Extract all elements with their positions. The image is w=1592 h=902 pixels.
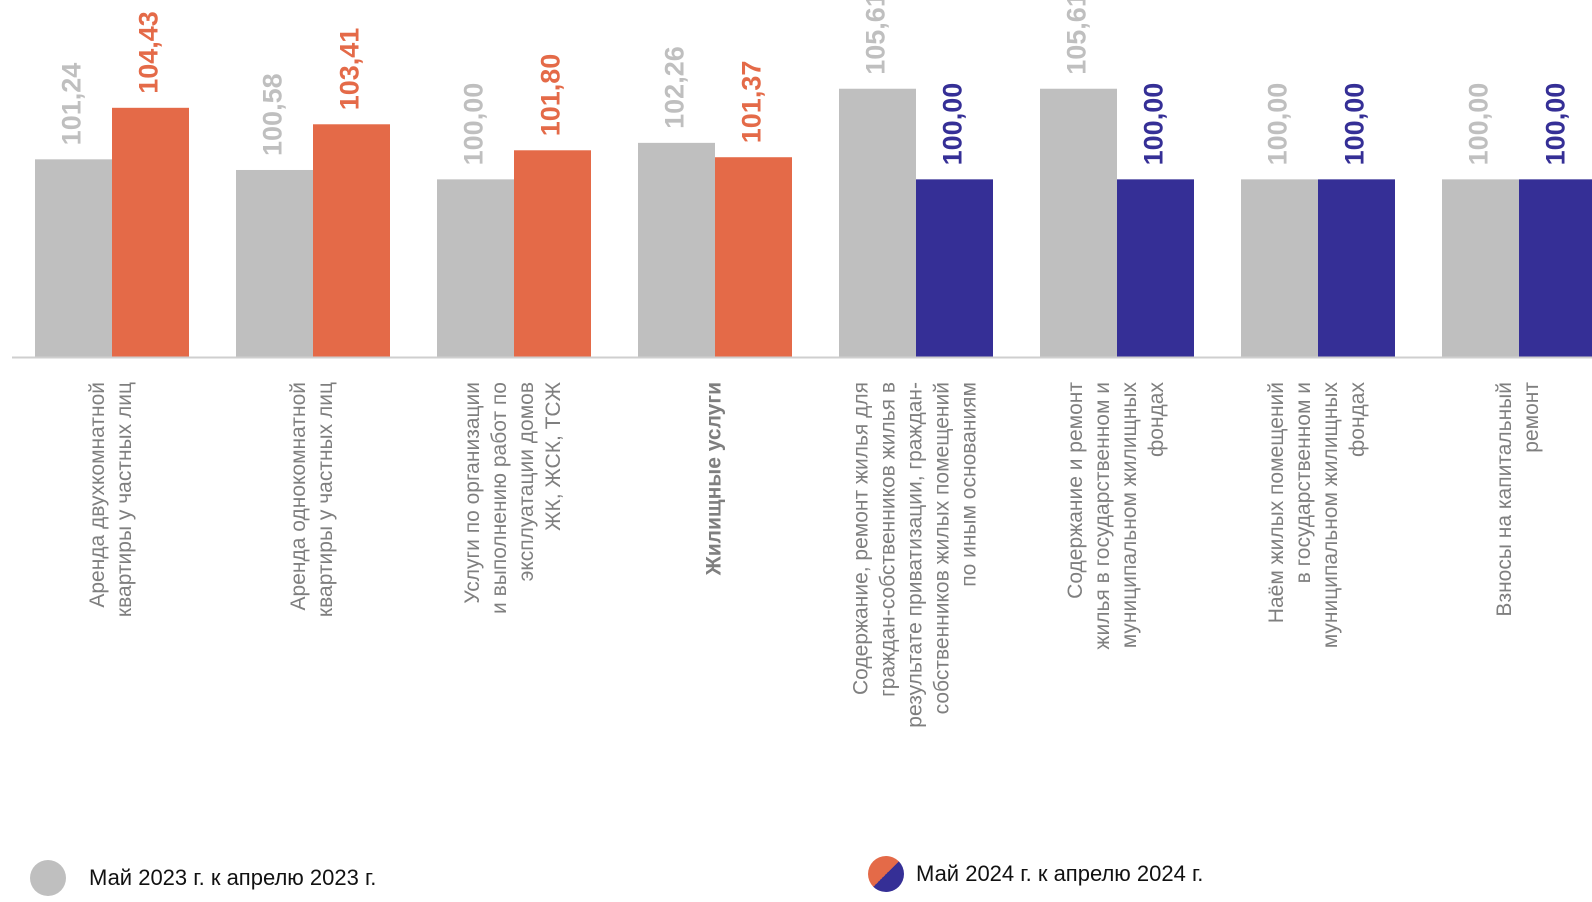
bar-may-2024 xyxy=(514,150,591,357)
category-group: 102,26 101,37 Жилищные услуги xyxy=(638,46,792,576)
data-label-may-2024: 100,00 xyxy=(1340,83,1370,166)
category-label: собственников жилых помещений xyxy=(931,382,954,714)
data-label-may-2023: 101,24 xyxy=(57,63,87,146)
bar-may-2023 xyxy=(839,88,916,357)
category-label: эксплуатации домов xyxy=(515,382,538,581)
data-label-may-2023: 105,61 xyxy=(1062,0,1092,75)
category-group: 100,58 103,41 Аренда однокомнатной квартиры… xyxy=(236,28,390,617)
category-label: Жилищные услуги xyxy=(703,382,726,576)
legend-label-2024: Май 2024 г. к апрелю 2024 г. xyxy=(916,861,1204,886)
bar-may-2023 xyxy=(35,159,112,357)
category-group: 101,24 104,43 Аренда двухкомнатной квартиры… xyxy=(35,11,189,617)
category-label: и выполнению работ по xyxy=(488,382,511,614)
bar-may-2024 xyxy=(916,179,993,357)
bar-may-2023 xyxy=(1241,179,1318,357)
data-label-may-2023: 100,00 xyxy=(459,83,489,166)
category-label: по иным основаниям xyxy=(958,382,981,587)
legend-label-2023: Май 2023 г. к апрелю 2023 г. xyxy=(89,865,377,890)
legend-swatch-orange-navy xyxy=(868,856,904,892)
data-label-may-2023: 100,00 xyxy=(1464,83,1494,166)
category-group: 100,00 101,80 Услуги по организации и выпол… xyxy=(437,54,591,614)
bar-may-2024 xyxy=(313,124,390,357)
data-label-may-2024: 101,37 xyxy=(737,61,767,144)
category-label: квартиры у частных лиц xyxy=(113,382,136,617)
category-label: муниципальном жилищных xyxy=(1319,382,1342,649)
category-group: 105,61 100,00 Содержание, ремонт жилья для… xyxy=(839,0,993,728)
category-label: Аренда двухкомнатной xyxy=(86,382,109,608)
data-label-may-2023: 100,00 xyxy=(1263,83,1293,166)
data-label-may-2024: 103,41 xyxy=(335,28,365,111)
bar-may-2024 xyxy=(1318,179,1395,357)
category-label: Аренда однокомнатной xyxy=(287,382,310,610)
legend-item-2023: Май 2023 г. к апрелю 2023 г. xyxy=(30,860,376,896)
category-group: 105,61 100,00 Содержание и ремонт жилья в г… xyxy=(1040,0,1194,650)
category-label: Наём жилых помещений xyxy=(1265,382,1288,623)
category-label: фондах xyxy=(1145,382,1168,457)
category-label: фондах xyxy=(1346,382,1369,457)
category-label: Услуги по организации xyxy=(461,382,484,604)
bar-may-2023 xyxy=(1040,88,1117,357)
data-label-may-2023: 102,26 xyxy=(660,46,690,129)
bar-may-2024 xyxy=(112,107,189,357)
data-label-may-2024: 100,00 xyxy=(1541,83,1571,166)
category-group: 100,00 100,00 Взносы на капитальный ремонт xyxy=(1442,83,1592,617)
data-label-may-2024: 100,00 xyxy=(1139,83,1169,166)
bar-may-2024 xyxy=(1519,179,1592,357)
data-label-may-2023: 100,58 xyxy=(258,73,288,156)
data-label-may-2024: 104,43 xyxy=(134,11,164,94)
category-label: в государственном и xyxy=(1292,382,1315,583)
data-label-may-2024: 100,00 xyxy=(938,83,968,166)
bar-may-2023 xyxy=(1442,179,1519,357)
category-group: 100,00 100,00 Наём жилых помещений в госуда… xyxy=(1241,83,1395,649)
category-label: ЖК, ЖСК, ТСЖ xyxy=(542,381,565,531)
bar-may-2023 xyxy=(236,169,313,357)
category-label: Взносы на капитальный xyxy=(1493,382,1516,617)
legend-swatch-grey xyxy=(30,860,66,896)
category-label: Содержание и ремонт xyxy=(1064,382,1087,599)
bar-may-2023 xyxy=(638,142,715,357)
legend-item-2024: Май 2024 г. к апрелю 2024 г. xyxy=(868,856,1203,892)
category-label: ремонт xyxy=(1520,382,1543,453)
category-label: граждан-собственников жилья в xyxy=(877,382,900,697)
category-label: результате приватизации, граждан- xyxy=(904,382,927,728)
category-label: муниципальном жилищных xyxy=(1118,382,1141,649)
data-label-may-2023: 105,61 xyxy=(861,0,891,75)
bar-may-2023 xyxy=(437,179,514,357)
category-label: квартиры у частных лиц xyxy=(314,382,337,617)
category-label: жилья в государственном и xyxy=(1091,382,1114,650)
category-label: Содержание, ремонт жилья для xyxy=(850,382,873,695)
bar-may-2024 xyxy=(715,157,792,357)
bar-may-2024 xyxy=(1117,179,1194,357)
data-label-may-2024: 101,80 xyxy=(536,54,566,137)
